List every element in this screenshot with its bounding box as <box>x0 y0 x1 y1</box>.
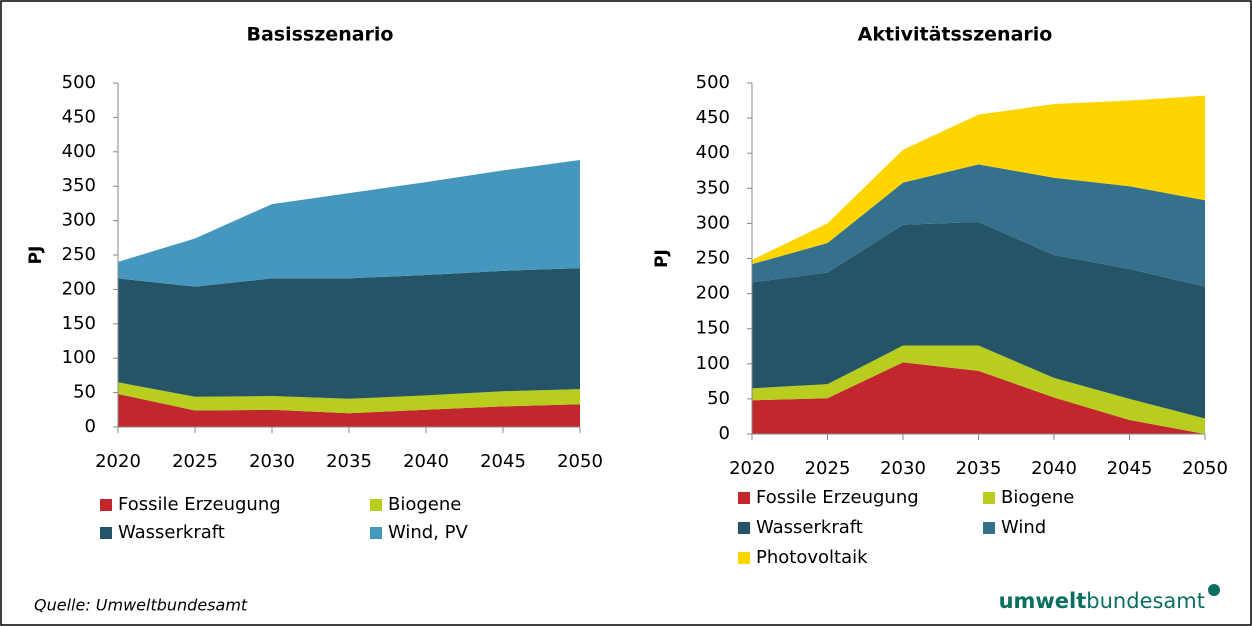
y-tick-label: 50 <box>707 388 730 409</box>
x-tick-label: 2035 <box>326 451 372 472</box>
x-tick-label: 2050 <box>1182 458 1228 479</box>
legend-label: Wind <box>1001 517 1046 538</box>
area <box>118 268 580 399</box>
x-tick-label: 2045 <box>480 451 526 472</box>
x-tick-label: 2025 <box>805 458 851 479</box>
area <box>752 95 1205 265</box>
legend-swatch <box>370 527 382 539</box>
logo-icon <box>1208 584 1220 596</box>
y-tick-label: 500 <box>62 72 96 93</box>
legend-swatch <box>983 492 995 504</box>
legend-label: Wasserkraft <box>756 517 863 538</box>
chart-title: Aktivitätsszenario <box>858 24 1053 46</box>
x-tick-label: 2050 <box>557 451 603 472</box>
legend-label: Wasserkraft <box>118 522 225 543</box>
y-tick-label: 350 <box>62 175 96 196</box>
legend-label: Fossile Erzeugung <box>756 487 919 508</box>
area <box>118 393 580 427</box>
y-tick-label: 400 <box>62 141 96 162</box>
legend-swatch <box>100 527 112 539</box>
legend-swatch <box>738 522 750 534</box>
legend-label: Fossile Erzeugung <box>118 494 281 515</box>
y-axis-label: PJ <box>26 246 46 265</box>
y-tick-label: 150 <box>696 318 730 339</box>
x-tick-label: 2035 <box>956 458 1002 479</box>
y-tick-label: 450 <box>696 107 730 128</box>
y-tick-label: 150 <box>62 313 96 334</box>
legend-label: Wind, PV <box>388 522 469 543</box>
area <box>118 382 580 414</box>
x-tick-label: 2025 <box>172 451 218 472</box>
y-tick-label: 100 <box>696 353 730 374</box>
legend-label: Photovoltaik <box>756 547 868 568</box>
legend-label: Biogene <box>388 494 461 515</box>
x-tick-label: 2020 <box>95 451 141 472</box>
y-tick-label: 50 <box>73 382 96 403</box>
y-tick-label: 300 <box>62 210 96 231</box>
legend-swatch <box>370 499 382 511</box>
y-tick-label: 250 <box>696 248 730 269</box>
x-tick-label: 2030 <box>249 451 295 472</box>
y-axis-label: PJ <box>652 249 672 268</box>
x-tick-label: 2040 <box>1031 458 1077 479</box>
x-tick-label: 2020 <box>729 458 775 479</box>
y-tick-label: 300 <box>696 212 730 233</box>
y-tick-label: 450 <box>62 106 96 127</box>
x-tick-label: 2040 <box>403 451 449 472</box>
legend-swatch <box>983 522 995 534</box>
legend-swatch <box>738 492 750 504</box>
y-tick-label: 500 <box>696 72 730 93</box>
source: Quelle: Umweltbundesamt <box>34 596 248 615</box>
legend-swatch <box>100 499 112 511</box>
x-tick-label: 2045 <box>1107 458 1153 479</box>
area <box>752 164 1205 287</box>
y-tick-label: 200 <box>696 283 730 304</box>
y-tick-label: 200 <box>62 278 96 299</box>
y-tick-label: 350 <box>696 177 730 198</box>
y-tick-label: 100 <box>62 347 96 368</box>
area <box>752 345 1205 434</box>
y-tick-label: 0 <box>719 423 730 444</box>
y-tick-label: 400 <box>696 142 730 163</box>
chart-title: Basisszenario <box>247 24 394 46</box>
area <box>118 160 580 287</box>
logo: umweltbundesamt <box>999 589 1205 613</box>
legend-swatch <box>738 552 750 564</box>
y-tick-label: 250 <box>62 244 96 265</box>
logo-rest: bundesamt <box>1086 589 1205 613</box>
logo-bold: umwelt <box>999 589 1087 613</box>
y-tick-label: 0 <box>85 416 96 437</box>
x-tick-label: 2030 <box>880 458 926 479</box>
area <box>752 221 1205 419</box>
legend-label: Biogene <box>1001 487 1074 508</box>
